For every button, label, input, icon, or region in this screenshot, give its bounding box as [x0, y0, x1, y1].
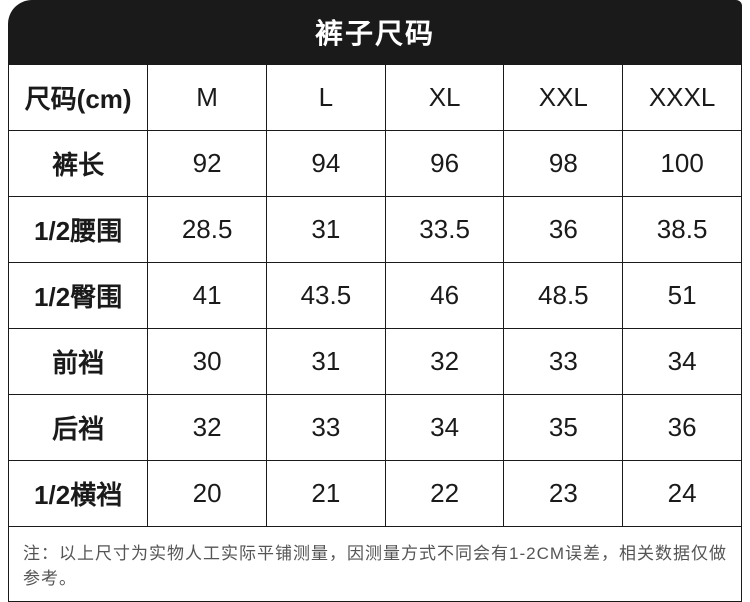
cell: 22: [385, 461, 504, 527]
row-label: 1/2腰围: [9, 197, 148, 263]
cell: 41: [148, 263, 267, 329]
cell: 48.5: [504, 263, 623, 329]
cell: 33: [267, 395, 386, 461]
table-row: 裤长 92 94 96 98 100: [9, 131, 742, 197]
row-label: 1/2臀围: [9, 263, 148, 329]
cell: 30: [148, 329, 267, 395]
cell: 34: [623, 329, 742, 395]
cell: 92: [148, 131, 267, 197]
cell: 51: [623, 263, 742, 329]
table-row: 前裆 30 31 32 33 34: [9, 329, 742, 395]
cell: 34: [385, 395, 504, 461]
cell: 20: [148, 461, 267, 527]
cell: 33.5: [385, 197, 504, 263]
cell: 21: [267, 461, 386, 527]
cell: 35: [504, 395, 623, 461]
header-size: XXXL: [623, 65, 742, 131]
row-label: 裤长: [9, 131, 148, 197]
header-size: XXL: [504, 65, 623, 131]
table-header-row: 尺码(cm) M L XL XXL XXXL: [9, 65, 742, 131]
table-row: 1/2臀围 41 43.5 46 48.5 51: [9, 263, 742, 329]
header-size: L: [267, 65, 386, 131]
cell: 46: [385, 263, 504, 329]
cell: 94: [267, 131, 386, 197]
cell: 32: [148, 395, 267, 461]
cell: 100: [623, 131, 742, 197]
size-chart-container: 裤子尺码 尺码(cm) M L XL XXL XXXL 裤长 92 94 96 …: [0, 0, 750, 602]
row-label: 1/2横裆: [9, 461, 148, 527]
cell: 31: [267, 197, 386, 263]
footnote: 注：以上尺寸为实物人工实际平铺测量，因测量方式不同会有1-2CM误差，相关数据仅…: [8, 527, 742, 602]
cell: 98: [504, 131, 623, 197]
cell: 31: [267, 329, 386, 395]
header-size: M: [148, 65, 267, 131]
cell: 28.5: [148, 197, 267, 263]
cell: 24: [623, 461, 742, 527]
header-size: XL: [385, 65, 504, 131]
cell: 33: [504, 329, 623, 395]
cell: 36: [504, 197, 623, 263]
size-table: 尺码(cm) M L XL XXL XXXL 裤长 92 94 96 98 10…: [8, 64, 742, 527]
row-label: 前裆: [9, 329, 148, 395]
cell: 32: [385, 329, 504, 395]
cell: 36: [623, 395, 742, 461]
chart-title: 裤子尺码: [8, 0, 742, 64]
cell: 43.5: [267, 263, 386, 329]
cell: 23: [504, 461, 623, 527]
cell: 96: [385, 131, 504, 197]
table-row: 后裆 32 33 34 35 36: [9, 395, 742, 461]
row-label: 后裆: [9, 395, 148, 461]
cell: 38.5: [623, 197, 742, 263]
table-body: 裤长 92 94 96 98 100 1/2腰围 28.5 31 33.5 36…: [9, 131, 742, 527]
header-label: 尺码(cm): [9, 65, 148, 131]
table-row: 1/2横裆 20 21 22 23 24: [9, 461, 742, 527]
table-row: 1/2腰围 28.5 31 33.5 36 38.5: [9, 197, 742, 263]
